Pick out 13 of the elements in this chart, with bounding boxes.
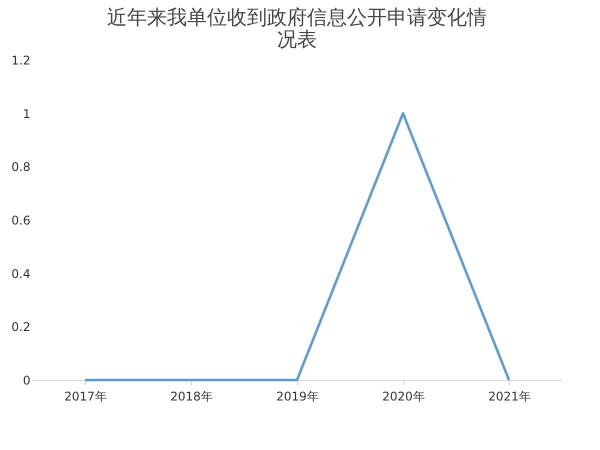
y-tick-label: 0.8	[11, 160, 30, 174]
x-tick-label: 2020年	[382, 390, 425, 404]
y-tick-label: 0	[22, 374, 30, 388]
x-tick-label: 2018年	[170, 390, 213, 404]
y-tick-label: 1	[22, 106, 30, 121]
y-tick-label: 0.2	[11, 320, 30, 334]
y-tick-label: 0.6	[11, 214, 30, 228]
x-tick-label: 2019年	[276, 390, 319, 404]
chart-title: 近年来我单位收到政府信息公开申请变化情况表	[107, 5, 487, 51]
x-tick-label: 2021年	[488, 390, 531, 404]
x-tick-label: 2017年	[64, 390, 107, 404]
y-tick-label: 1.2	[11, 54, 30, 68]
y-tick-label: 0.4	[11, 266, 30, 281]
